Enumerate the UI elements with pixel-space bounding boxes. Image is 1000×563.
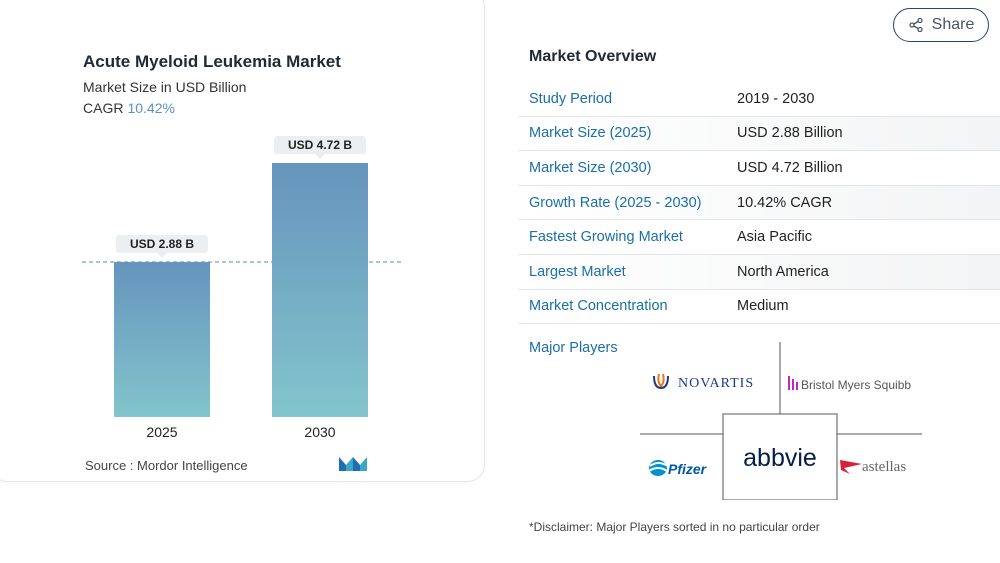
- overview-value: 10.42% CAGR: [737, 194, 833, 211]
- overview-label[interactable]: Fastest Growing Market: [529, 229, 683, 246]
- cagr-label: CAGR: [83, 100, 124, 116]
- overview-value: Medium: [737, 298, 789, 315]
- share-button[interactable]: Share: [893, 8, 989, 42]
- overview-value: 2019 - 2030: [737, 90, 815, 107]
- pfizer-logo-text: Pfizer: [668, 461, 708, 477]
- overview-row: Market Concentration Medium: [518, 290, 1000, 325]
- novartis-logo: NOVARTIS: [653, 373, 754, 391]
- pfizer-logo: Pfizer: [648, 460, 708, 477]
- overview-label[interactable]: Market Size (2025): [529, 125, 652, 142]
- overview-row: Growth Rate (2025 - 2030) 10.42% CAGR: [518, 185, 1000, 221]
- data-label: USD 2.88 B: [130, 237, 194, 251]
- overview-row: Largest Market North America: [518, 254, 1000, 290]
- overview-value: USD 2.88 Billion: [737, 125, 843, 142]
- x-tick-label: 2030: [304, 424, 335, 440]
- share-label: Share: [931, 16, 975, 33]
- overview-label[interactable]: Study Period: [529, 90, 613, 107]
- overview-value: Asia Pacific: [737, 229, 812, 246]
- overview-label[interactable]: Largest Market: [529, 263, 626, 280]
- overview-row: Study Period 2019 - 2030: [518, 82, 1000, 117]
- chart-card: [0, 0, 485, 482]
- data-label-bg: [116, 235, 208, 254]
- overview-table: Study Period 2019 - 2030 Market Size (20…: [518, 82, 1000, 325]
- data-label: USD 4.72 B: [288, 138, 352, 152]
- overview-label[interactable]: Market Size (2030): [529, 159, 652, 176]
- overview-label[interactable]: Market Concentration: [529, 298, 668, 315]
- overview-value: USD 4.72 Billion: [737, 159, 843, 176]
- bar: [272, 163, 368, 417]
- bms-logo-text: Bristol Myers Squibb: [801, 378, 911, 392]
- cagr-value: 10.42%: [127, 100, 175, 116]
- data-label-bg: [274, 136, 366, 154]
- mordor-logo-icon: [339, 457, 367, 471]
- data-label-pointer: [315, 154, 325, 159]
- disclaimer: *Disclaimer: Major Players sorted in no …: [529, 520, 820, 534]
- astellas-logo: astellas: [840, 459, 906, 475]
- bar: [114, 262, 210, 417]
- abbvie-logo: abbvie: [743, 444, 817, 472]
- overview-row: Market Size (2030) USD 4.72 Billion: [518, 151, 1000, 186]
- major-players-grid: NOVARTIS Bristol Myers Squibb Pfizer abb…: [640, 342, 922, 500]
- bar-chart: USD 2.88 B 2025 USD 4.72 B 2030: [82, 136, 402, 440]
- major-players-label[interactable]: Major Players: [529, 340, 618, 356]
- overview-label[interactable]: Growth Rate (2025 - 2030): [529, 194, 702, 211]
- source-text: Source : Mordor Intelligence: [85, 458, 248, 473]
- overview-value: North America: [737, 263, 829, 280]
- overview-row: Market Size (2025) USD 2.88 Billion: [518, 116, 1000, 152]
- chart-cagr: CAGR 10.42%: [83, 100, 175, 116]
- overview-title: Market Overview: [529, 48, 657, 65]
- overview-row: Fastest Growing Market Asia Pacific: [518, 220, 1000, 255]
- astellas-logo-text: astellas: [862, 459, 906, 475]
- chart-subtitle: Market Size in USD Billion: [83, 79, 247, 95]
- novartis-logo-text: NOVARTIS: [678, 376, 754, 391]
- x-tick-label: 2025: [146, 424, 177, 440]
- data-label-pointer: [157, 253, 167, 259]
- share-icon: [908, 17, 923, 33]
- bms-logo: Bristol Myers Squibb: [788, 376, 911, 392]
- chart-title: Acute Myeloid Leukemia Market: [83, 52, 341, 71]
